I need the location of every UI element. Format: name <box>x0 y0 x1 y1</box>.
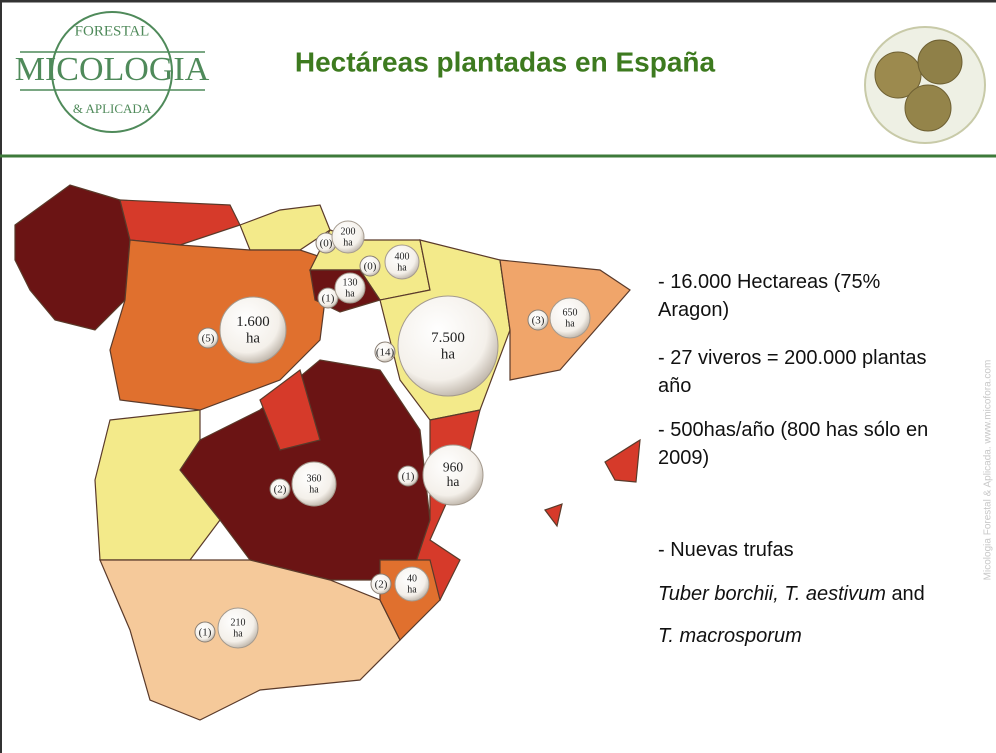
count-label: (1) <box>199 627 212 639</box>
bullet-line: año <box>658 372 691 400</box>
area-value: 960 <box>443 459 464 474</box>
logo-main: MICOLOGIA <box>15 51 210 88</box>
bullet-line: - Nuevas trufas <box>658 536 794 564</box>
count-label: (2) <box>274 484 287 496</box>
area-unit: ha <box>397 262 407 273</box>
logo: FORESTAL MICOLOGIA & APLICADA <box>15 12 210 132</box>
area-value: 360 <box>307 473 322 484</box>
watermark: Micologia Forestal & Aplicada. www.micof… <box>983 360 994 581</box>
region <box>15 185 130 330</box>
canvas: FORESTAL MICOLOGIA & APLICADA Hectáreas … <box>0 0 996 753</box>
area-value: 400 <box>395 251 410 262</box>
bullet-line: Aragon) <box>658 296 729 324</box>
area-unit: ha <box>233 628 243 639</box>
logo-top: FORESTAL <box>75 23 150 39</box>
area-value: 200 <box>341 226 356 237</box>
species-line: Tuber borchii, T. aestivum and <box>658 580 925 608</box>
area-unit: ha <box>345 288 355 299</box>
spore <box>918 40 962 84</box>
area-value: 40 <box>407 573 417 584</box>
bullet-line: - 16.000 Hectareas (75% <box>658 268 880 296</box>
species-and: and <box>891 583 924 605</box>
count-label: (0) <box>364 261 377 273</box>
region <box>605 440 640 482</box>
area-value: 130 <box>343 277 358 288</box>
species-line: T. macrosporum <box>658 622 802 650</box>
species-italic: T. macrosporum <box>658 625 802 647</box>
slide: {"header":{"title":"Hectáreas plantadas … <box>0 0 996 753</box>
area-unit: ha <box>447 474 460 489</box>
count-label: (1) <box>322 293 335 305</box>
area-unit: ha <box>343 237 353 248</box>
count-label: (2) <box>375 579 388 591</box>
area-unit: ha <box>441 346 456 362</box>
title: Hectáreas plantadas en España <box>295 46 716 77</box>
region <box>545 504 562 526</box>
area-unit: ha <box>246 330 260 346</box>
area-unit: ha <box>565 318 575 329</box>
bullet-line: 2009) <box>658 444 709 472</box>
area-unit: ha <box>309 484 319 495</box>
bullet-line: - 500has/año (800 has sólo en <box>658 416 928 444</box>
area-value: 7.500 <box>431 330 465 346</box>
bullet-line: - 27 viveros = 200.000 plantas <box>658 344 927 372</box>
area-value: 210 <box>231 617 246 628</box>
species-italic: Tuber borchii, T. aestivum <box>658 583 886 605</box>
area-unit: ha <box>407 584 417 595</box>
map <box>15 185 640 720</box>
count-label: (3) <box>532 315 545 327</box>
area-value: 650 <box>563 307 578 318</box>
region <box>120 200 240 245</box>
area-value: 1.600 <box>236 314 269 330</box>
spore-image <box>865 27 985 143</box>
count-label: (0) <box>320 238 333 250</box>
count-label: (5) <box>202 333 215 345</box>
spore <box>905 85 951 131</box>
count-label: (14) <box>376 347 395 359</box>
logo-bottom: & APLICADA <box>73 101 152 116</box>
count-label: (1) <box>402 471 415 483</box>
